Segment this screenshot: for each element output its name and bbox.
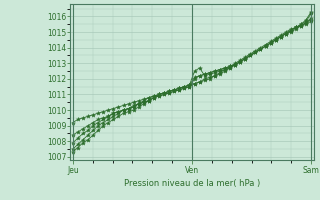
X-axis label: Pression niveau de la mer( hPa ): Pression niveau de la mer( hPa ) (124, 179, 260, 188)
